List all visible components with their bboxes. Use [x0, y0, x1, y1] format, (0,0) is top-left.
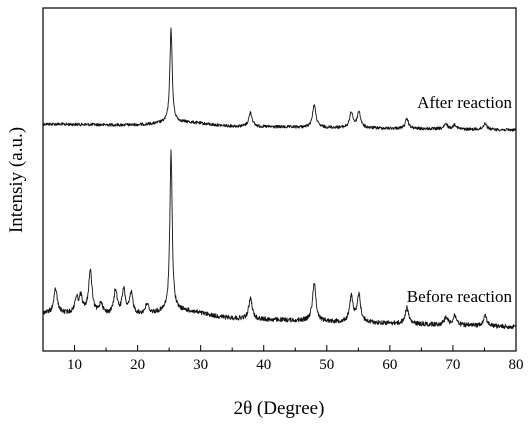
x-tick-label: 50 — [319, 357, 334, 373]
x-axis-label: 2θ (Degree) — [234, 398, 325, 419]
series-label: After reaction — [417, 93, 512, 112]
y-axis-label: Intensiy (a.u.) — [6, 127, 27, 233]
x-tick-label: 40 — [256, 357, 271, 373]
x-axis-ticks: 10 20 30 40 50 60 70 80 — [42, 345, 524, 373]
x-tick-label: 60 — [382, 357, 397, 373]
x-tick-label: 10 — [67, 357, 82, 373]
trace-labels: After reaction Before reaction — [407, 93, 513, 306]
x-tick-label: 70 — [445, 357, 460, 373]
series-line — [42, 149, 517, 330]
x-tick-label: 30 — [193, 357, 208, 373]
series-label: Before reaction — [407, 287, 513, 306]
diffraction-traces — [42, 27, 517, 330]
plot-frame — [42, 7, 517, 352]
series-line — [42, 27, 517, 132]
x-tick-label: 80 — [509, 357, 524, 373]
x-tick-label: 20 — [130, 357, 145, 373]
